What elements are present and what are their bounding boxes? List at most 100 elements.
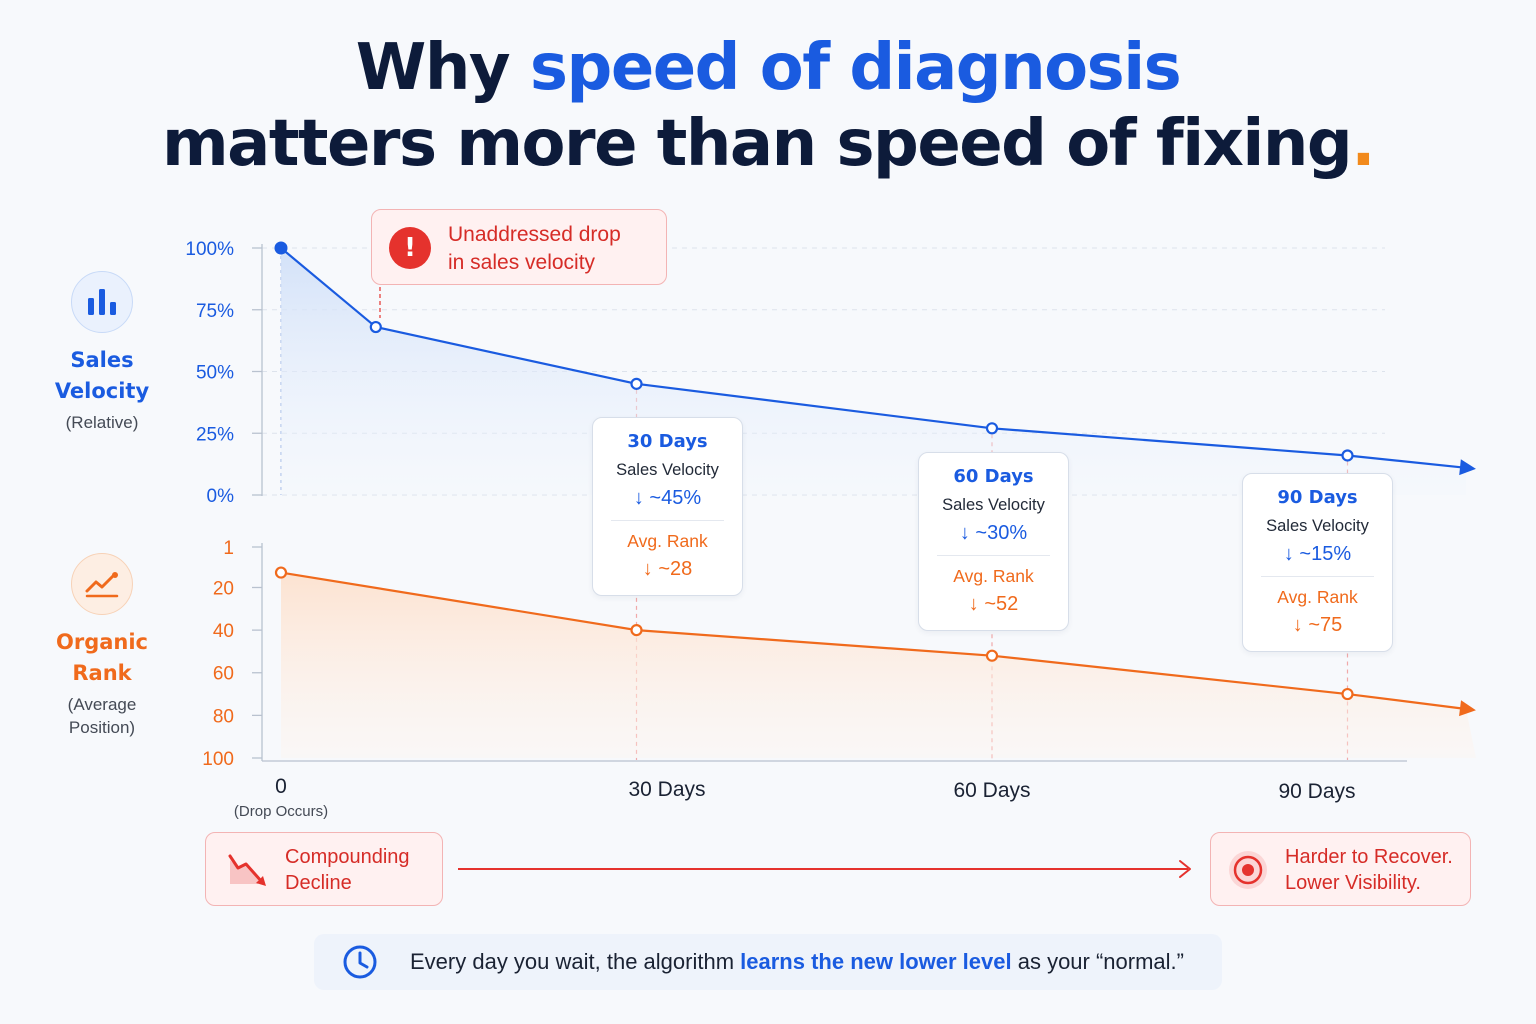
x-tick-30: 30 Days	[628, 778, 706, 801]
rank-point	[274, 566, 288, 579]
sales-point	[1341, 449, 1354, 462]
axes	[252, 244, 1407, 762]
footer-text: Every day you wait, the algorithm learns…	[410, 949, 1184, 975]
sales-tick-label: 0%	[207, 486, 235, 507]
down-arrow-icon: ↓	[633, 487, 644, 509]
sales-point	[274, 241, 288, 255]
rank-axis-name-2: Rank	[72, 661, 132, 685]
sales-arrowhead	[1459, 459, 1476, 476]
sales-line	[280, 247, 1467, 469]
rank-tick-label: 40	[213, 621, 234, 642]
rank-tick-label: 80	[213, 706, 234, 727]
card-divider	[937, 555, 1050, 556]
down-arrow-icon: ↓	[968, 593, 979, 615]
card-30-days: 30 Days Sales Velocity ↓ ~45% Avg. Rank …	[592, 417, 743, 596]
card-sv-label: Sales Velocity	[942, 496, 1045, 514]
recover-line-1: Harder to Recover.	[1285, 846, 1453, 868]
sales-point	[985, 422, 999, 435]
sales-tick-label: 75%	[196, 301, 234, 322]
footer-text-after: as your “normal.”	[1011, 949, 1184, 974]
rank-tick-label: 1	[223, 538, 234, 559]
sales-point	[369, 320, 382, 334]
card-divider	[1261, 576, 1374, 577]
callout-text: Unaddressed drop in sales velocity	[448, 221, 621, 277]
callout-line-2: in sales velocity	[448, 251, 596, 274]
sales-tick-label: 25%	[196, 424, 234, 445]
x-tick-0-label: 0	[275, 775, 287, 798]
rank-axis-sub-2: Position)	[68, 718, 136, 737]
down-arrow-icon: ↓	[1283, 543, 1294, 565]
sv-value-text: ~30%	[975, 522, 1028, 544]
area-fills	[281, 248, 1476, 758]
clock-icon	[343, 945, 377, 979]
x-tick-0: 0 (Drop Occurs)	[201, 775, 361, 820]
recover-text: Harder to Recover. Lower Visibility.	[1285, 844, 1453, 896]
rank-tick-label: 100	[202, 749, 234, 770]
alert-icon: !	[389, 227, 431, 269]
x-tick-0-sub: (Drop Occurs)	[233, 803, 329, 820]
decline-text: Compounding Decline	[285, 844, 410, 896]
rank-point	[1341, 687, 1354, 701]
organic-rank-axis-label: Organic Rank (Average Position)	[37, 553, 167, 739]
down-arrow-icon: ↓	[642, 558, 653, 580]
rank-point	[985, 649, 999, 662]
x-tick-90: 90 Days	[1278, 780, 1356, 803]
footer-note: Every day you wait, the algorithm learns…	[314, 934, 1222, 990]
down-arrow-icon: ↓	[1292, 614, 1303, 636]
bar-chart-icon	[71, 271, 133, 333]
declining-chart-icon	[228, 854, 266, 886]
sales-axis-sub: (Relative)	[65, 413, 139, 432]
sales-tick-label: 100%	[185, 239, 234, 260]
series-points	[274, 241, 1354, 701]
rank-point	[630, 624, 643, 637]
harder-to-recover-box: Harder to Recover. Lower Visibility.	[1210, 832, 1471, 906]
trend-line-icon	[71, 553, 133, 615]
card-sv-value: ↓ ~45%	[593, 485, 742, 511]
rank-axis-sub-1: (Average	[67, 695, 137, 714]
flow-arrow	[458, 860, 1191, 878]
title-line-2: matters more than speed of fixing.	[0, 106, 1536, 182]
sales-axis-name-1: Sales	[70, 348, 134, 372]
rank-value-text: ~75	[1308, 614, 1343, 636]
card-rank-value: ↓ ~52	[919, 591, 1068, 617]
sv-value-text: ~45%	[649, 487, 702, 509]
card-rank-label: Avg. Rank	[953, 566, 1034, 586]
card-60-days: 60 Days Sales Velocity ↓ ~30% Avg. Rank …	[918, 452, 1069, 631]
card-day: 90 Days	[1277, 487, 1358, 508]
tick-labels: 100% 75% 50% 25% 0% 1 20 40 60 80 100	[185, 239, 234, 770]
card-day: 30 Days	[627, 431, 708, 452]
rank-tick-label: 20	[213, 578, 234, 599]
page-title: Why speed of diagnosis matters more than…	[0, 30, 1536, 182]
x-tick-60: 60 Days	[953, 779, 1031, 802]
compounding-decline-box: Compounding Decline	[205, 832, 443, 906]
card-rank-label: Avg. Rank	[1277, 587, 1358, 607]
rank-value-text: ~28	[658, 558, 693, 580]
card-rank-value: ↓ ~28	[593, 556, 742, 582]
sales-point	[630, 377, 643, 390]
title-line-1: Why speed of diagnosis	[0, 30, 1536, 106]
sales-velocity-axis-label: Sales Velocity (Relative)	[37, 271, 167, 434]
card-sv-label: Sales Velocity	[1266, 517, 1369, 535]
sales-area	[281, 248, 1466, 495]
sv-value-text: ~15%	[1299, 543, 1352, 565]
card-90-days: 90 Days Sales Velocity ↓ ~15% Avg. Rank …	[1242, 473, 1393, 652]
footer-highlight: learns the new lower level	[740, 949, 1012, 974]
decline-line-2: Decline	[285, 872, 352, 894]
card-sv-value: ↓ ~30%	[919, 520, 1068, 546]
card-sv-value: ↓ ~15%	[1243, 541, 1392, 567]
card-sv-label: Sales Velocity	[616, 461, 719, 479]
sales-tick-label: 50%	[196, 363, 234, 384]
rank-arrowhead	[1459, 700, 1476, 717]
rank-tick-label: 60	[213, 664, 234, 685]
sales-axis-name-2: Velocity	[54, 379, 150, 403]
recover-line-2: Lower Visibility.	[1285, 872, 1421, 894]
card-rank-label: Avg. Rank	[627, 531, 708, 551]
title-highlight: speed of diagnosis	[529, 31, 1182, 105]
callout-line-1: Unaddressed drop	[448, 223, 621, 246]
card-divider	[611, 520, 724, 521]
rank-axis-name-1: Organic	[55, 630, 148, 654]
footer-text-before: Every day you wait, the algorithm	[410, 949, 741, 974]
title-prefix: Why	[355, 31, 530, 105]
rank-area	[281, 572, 1476, 758]
decline-line-1: Compounding	[285, 846, 410, 868]
